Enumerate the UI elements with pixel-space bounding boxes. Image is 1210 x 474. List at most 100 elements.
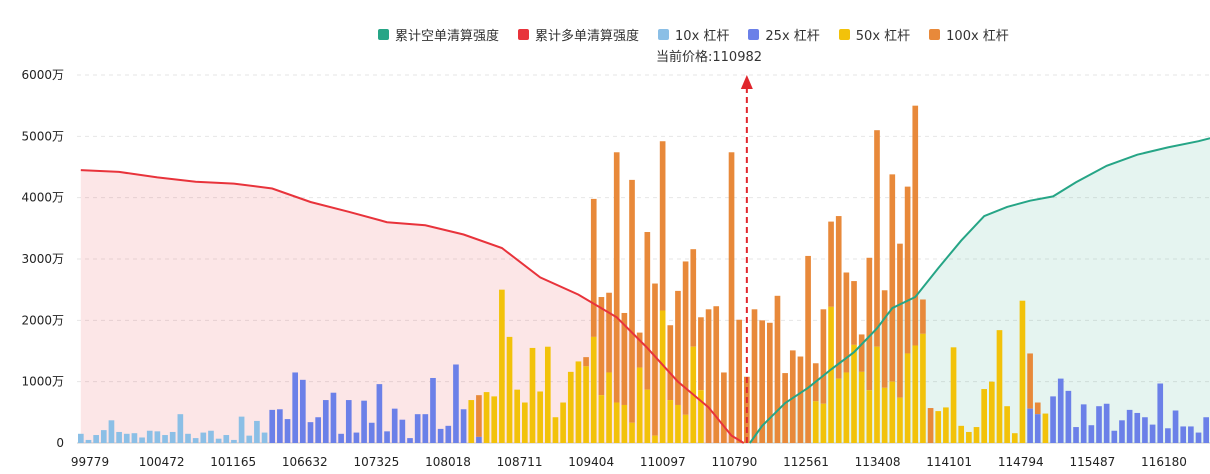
y-tick-label: 5000万 xyxy=(21,129,64,143)
bar-25x xyxy=(330,392,337,443)
bar-50x xyxy=(1042,413,1049,443)
legend-item-short-cumulative[interactable]: 累计空单清算强度 xyxy=(378,25,499,44)
legend-swatch xyxy=(929,29,941,40)
bar-100x xyxy=(606,292,612,373)
bar-25x xyxy=(1050,396,1056,443)
bar-100x xyxy=(721,372,727,443)
x-tick-label: 108711 xyxy=(497,455,543,469)
bar-50x xyxy=(644,389,651,443)
bar-10x xyxy=(200,432,207,443)
bar-50x xyxy=(835,378,842,443)
bar-10x xyxy=(192,438,199,443)
bar-50x xyxy=(659,310,666,443)
bar-50x xyxy=(943,407,949,443)
bar-50x xyxy=(988,381,995,443)
legend-item-100x[interactable]: 100x 杠杆 xyxy=(929,25,1009,44)
bar-25x xyxy=(1134,412,1141,443)
bar-10x xyxy=(108,420,115,443)
x-tick-label: 107325 xyxy=(353,455,399,469)
bar-25x xyxy=(453,364,459,443)
bar-50x xyxy=(560,402,566,443)
y-axis: 0 1000万 2000万 3000万 4000万 5000万 6000万 xyxy=(21,68,64,450)
bar-10x xyxy=(215,438,222,443)
bar-25x xyxy=(1080,404,1087,443)
bar-50x xyxy=(958,425,965,443)
bar-100x xyxy=(858,334,865,372)
bar-10x xyxy=(169,431,176,443)
bar-50x xyxy=(590,336,597,443)
bar-25x xyxy=(407,438,413,443)
bar-100x xyxy=(621,312,628,405)
bar-100x xyxy=(759,320,765,443)
bar-100x xyxy=(583,357,589,367)
x-tick-label: 106632 xyxy=(282,455,328,469)
legend-label: 累计多单清算强度 xyxy=(535,29,640,44)
bar-50x xyxy=(1004,406,1010,443)
x-tick-label: 108018 xyxy=(425,455,471,469)
bar-25x xyxy=(1188,426,1194,443)
bar-50x xyxy=(636,367,643,443)
bar-100x xyxy=(851,281,857,345)
bar-50x xyxy=(583,366,589,443)
bar-100x xyxy=(828,221,834,307)
x-tick-label: 100472 xyxy=(139,455,185,469)
bar-10x xyxy=(85,439,92,443)
bar-100x xyxy=(476,395,482,437)
bar-25x xyxy=(430,377,436,443)
bar-25x xyxy=(391,408,398,443)
bar-100x xyxy=(889,174,896,382)
bar-100x xyxy=(590,198,597,337)
y-tick-label: 0 xyxy=(56,436,64,450)
x-tick-label: 109404 xyxy=(568,455,614,469)
bar-10x xyxy=(100,430,107,443)
legend-item-25x[interactable]: 25x 杠杆 xyxy=(748,25,820,44)
bar-25x xyxy=(1142,417,1148,443)
bar-25x xyxy=(269,409,276,443)
bar-50x xyxy=(606,372,612,443)
bar-100x xyxy=(598,297,605,396)
bar-10x xyxy=(162,435,168,443)
bar-100x xyxy=(904,186,911,354)
bar-50x xyxy=(866,390,873,443)
legend-item-50x[interactable]: 50x 杠杆 xyxy=(838,25,910,44)
bar-25x xyxy=(445,425,452,443)
bar-50x xyxy=(529,347,536,443)
legend-item-10x[interactable]: 10x 杠杆 xyxy=(658,25,729,44)
bar-25x xyxy=(284,419,291,443)
bar-10x xyxy=(93,435,99,443)
bar-100x xyxy=(1027,353,1033,409)
bar-100x xyxy=(843,272,850,373)
bar-25x xyxy=(1034,414,1041,443)
bar-25x xyxy=(1180,426,1187,443)
bar-25x xyxy=(1103,403,1110,443)
bar-25x xyxy=(300,379,306,443)
bar-25x xyxy=(307,422,314,443)
bar-25x xyxy=(277,409,283,443)
bar-10x xyxy=(116,431,122,443)
bar-50x xyxy=(667,400,674,443)
leverage-bars xyxy=(78,105,1209,443)
bar-50x xyxy=(506,336,513,443)
bar-25x xyxy=(1088,425,1095,443)
bar-100x xyxy=(912,105,919,346)
bar-50x xyxy=(522,402,528,443)
bar-50x xyxy=(629,422,635,443)
bar-100x xyxy=(789,350,796,443)
bar-25x xyxy=(422,414,429,443)
legend-swatch xyxy=(518,29,530,40)
bar-50x xyxy=(1011,433,1018,443)
bar-50x xyxy=(996,330,1003,443)
legend-label: 100x 杠杆 xyxy=(946,29,1009,44)
bar-25x xyxy=(338,433,344,443)
long-cumulative-line xyxy=(80,169,745,444)
current-price-marker xyxy=(740,75,753,443)
bar-25x xyxy=(1119,420,1125,443)
bar-50x xyxy=(935,411,942,443)
bar-25x xyxy=(1065,390,1072,443)
bar-50x xyxy=(537,391,543,443)
bar-100x xyxy=(659,141,666,311)
bar-50x xyxy=(1019,300,1026,443)
bar-50x xyxy=(858,371,865,443)
legend-item-long-cumulative[interactable]: 累计多单清算强度 xyxy=(518,25,639,44)
